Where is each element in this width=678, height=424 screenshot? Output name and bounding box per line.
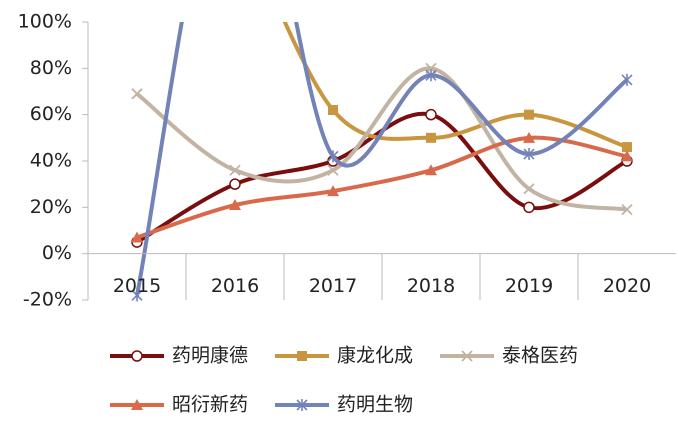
series-line [135, 111, 628, 244]
marker [461, 350, 473, 362]
y-tick-label: 60% [30, 103, 72, 125]
marker [131, 350, 143, 362]
marker [621, 204, 633, 216]
x-tick-label: 2018 [407, 275, 455, 297]
legend-label: 药明康德 [172, 345, 248, 367]
marker [621, 150, 633, 162]
legend-label: 昭衍新药 [172, 394, 248, 416]
marker [328, 105, 338, 116]
marker [523, 148, 535, 161]
marker [296, 399, 308, 411]
series-line [282, 22, 628, 149]
marker [523, 201, 535, 214]
marker [229, 199, 241, 211]
x-tick-label: 2019 [505, 275, 553, 297]
y-tick-label: 100% [18, 11, 72, 33]
marker [327, 185, 339, 197]
x-tick-label: 2016 [211, 275, 259, 297]
x-tick-label: 2020 [603, 275, 651, 297]
y-tick-label: -20% [23, 289, 72, 311]
legend-label: 康龙化成 [337, 345, 413, 367]
series-line [135, 22, 629, 296]
y-tick-label: 40% [30, 150, 72, 172]
y-tick-label: 80% [30, 57, 72, 79]
marker [327, 150, 339, 163]
marker [426, 132, 436, 143]
marker [131, 231, 143, 243]
x-tick-label: 2015 [113, 275, 161, 297]
marker [622, 142, 632, 153]
marker [425, 108, 437, 121]
series-line [136, 135, 628, 240]
marker [523, 131, 535, 143]
plot-area [131, 22, 633, 302]
legend-label: 药明生物 [337, 394, 413, 416]
marker [229, 178, 241, 190]
marker [297, 351, 307, 361]
marker [425, 164, 437, 176]
marker [425, 69, 437, 82]
y-tick-label: 20% [30, 196, 72, 218]
marker [524, 109, 534, 120]
marker [523, 183, 535, 195]
marker [621, 73, 633, 86]
y-tick-label: 0% [42, 242, 72, 264]
x-tick-label: 2017 [309, 275, 357, 297]
marker [327, 164, 339, 176]
legend-label: 泰格医药 [502, 345, 578, 367]
marker [131, 88, 143, 100]
marker [229, 164, 241, 176]
marker [131, 399, 143, 410]
marker [131, 289, 143, 302]
